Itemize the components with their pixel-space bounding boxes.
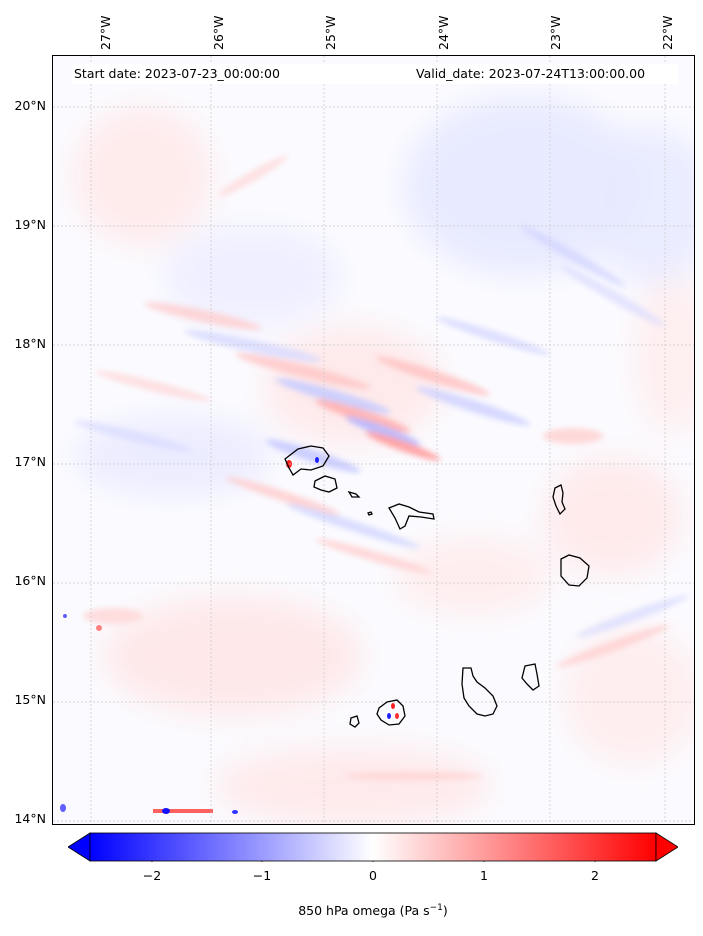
lat-label-16n: 16°N bbox=[14, 573, 46, 588]
lat-label-20n: 20°N bbox=[14, 98, 46, 113]
strong-omega-spots bbox=[60, 457, 399, 814]
lon-label-23w: 23°W bbox=[548, 15, 563, 50]
colorbar-label-text: 850 hPa omega (Pa s bbox=[298, 903, 430, 919]
lat-label-17n: 17°N bbox=[14, 454, 46, 469]
island-santo-antao bbox=[284, 445, 330, 476]
omega-map bbox=[52, 55, 695, 825]
valid-date-label: Valid_date: 2023-07-24T13:00:00.00 bbox=[416, 66, 646, 81]
island-fogo bbox=[376, 699, 406, 726]
colorbar-label: 850 hPa omega (Pa s−1) bbox=[0, 903, 703, 918]
colorbar bbox=[68, 832, 678, 862]
island-santa-luzia bbox=[347, 490, 361, 498]
lat-label-18n: 18°N bbox=[14, 336, 46, 351]
island-sao-nicolau bbox=[388, 503, 435, 530]
omega-field-svg bbox=[53, 56, 694, 824]
lat-label-19n: 19°N bbox=[14, 217, 46, 232]
colorbar-tick-neg1: −1 bbox=[252, 868, 272, 883]
graticule bbox=[53, 56, 694, 824]
lat-label-14n: 14°N bbox=[14, 811, 46, 826]
colorbar-tick-0: 0 bbox=[369, 868, 377, 883]
colorbar-label-close: ) bbox=[442, 903, 448, 919]
island-branco bbox=[367, 511, 373, 516]
island-maio bbox=[521, 663, 540, 691]
colorbar-extend-low bbox=[68, 832, 91, 862]
island-brava bbox=[349, 715, 360, 728]
header-strip bbox=[72, 64, 678, 84]
lon-label-22w: 22°W bbox=[660, 15, 675, 50]
island-sao-vicente bbox=[313, 475, 338, 493]
colorbar-ticks bbox=[151, 861, 596, 862]
island-sal bbox=[552, 484, 566, 516]
colorbar-tick-2: 2 bbox=[591, 868, 599, 883]
colorbar-label-sup: −1 bbox=[429, 903, 443, 913]
lat-label-15n: 15°N bbox=[14, 692, 46, 707]
colorbar-extend-high bbox=[655, 832, 678, 862]
colorbar-gradient bbox=[89, 832, 657, 862]
lon-label-24w: 24°W bbox=[436, 15, 451, 50]
island-santiago bbox=[461, 667, 498, 717]
colorbar-tick-neg2: −2 bbox=[142, 868, 162, 883]
island-boa-vista bbox=[560, 554, 590, 587]
lon-label-26w: 26°W bbox=[211, 15, 226, 50]
start-date-label: Start date: 2023-07-23_00:00:00 bbox=[74, 66, 280, 81]
wave-streaks bbox=[74, 155, 690, 780]
lon-label-27w: 27°W bbox=[98, 15, 113, 50]
colorbar-tick-1: 1 bbox=[480, 868, 488, 883]
coastlines bbox=[284, 445, 590, 728]
lon-label-25w: 25°W bbox=[323, 15, 338, 50]
